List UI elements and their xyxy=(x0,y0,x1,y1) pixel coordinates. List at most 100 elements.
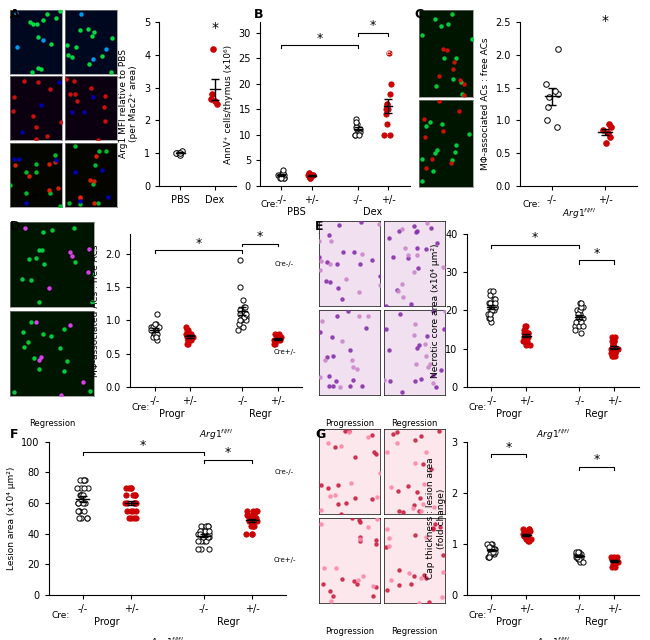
Point xyxy=(70,167,81,177)
Point xyxy=(331,563,341,573)
Point xyxy=(193,536,203,547)
Point xyxy=(72,483,82,493)
Point xyxy=(76,490,86,500)
Point xyxy=(65,319,75,330)
Point xyxy=(385,376,396,386)
Point xyxy=(438,566,448,577)
Point xyxy=(337,574,347,584)
Point xyxy=(578,557,588,567)
Point xyxy=(274,335,285,346)
Point xyxy=(59,366,70,376)
Point xyxy=(71,42,81,52)
Point xyxy=(126,483,136,493)
Point xyxy=(279,173,289,183)
Point xyxy=(275,173,285,183)
Point xyxy=(90,160,100,170)
Point xyxy=(382,585,392,595)
Point xyxy=(124,513,135,524)
Point xyxy=(428,371,439,381)
Point xyxy=(432,145,443,156)
Point xyxy=(367,430,377,440)
Point xyxy=(207,89,217,99)
Point xyxy=(350,129,361,140)
Point xyxy=(489,547,500,557)
Point xyxy=(23,337,33,347)
Point xyxy=(305,173,315,183)
Point xyxy=(5,180,16,190)
Point xyxy=(341,274,351,284)
Y-axis label: Lesion area (x10⁴ μm²): Lesion area (x10⁴ μm²) xyxy=(6,467,16,570)
Point xyxy=(434,426,445,436)
Point xyxy=(486,286,496,296)
Point xyxy=(610,554,621,564)
Point xyxy=(69,223,79,234)
Point xyxy=(26,275,36,285)
Point xyxy=(331,376,341,386)
Point xyxy=(55,201,65,211)
Point xyxy=(419,479,429,489)
Text: Progr: Progr xyxy=(94,617,120,627)
Point xyxy=(186,335,196,346)
Point xyxy=(384,541,394,552)
Point xyxy=(69,76,79,86)
Y-axis label: Arg1 MFI relative to PBS
(per Mac2⁺ area): Arg1 MFI relative to PBS (per Mac2⁺ area… xyxy=(119,49,138,159)
Point xyxy=(438,550,448,561)
Point xyxy=(484,552,495,562)
Point xyxy=(410,435,421,445)
Point xyxy=(382,119,393,129)
Point xyxy=(54,77,64,87)
Point xyxy=(418,460,428,470)
Point xyxy=(382,301,392,311)
Point xyxy=(519,336,530,346)
Point xyxy=(61,74,72,84)
Point xyxy=(204,544,214,554)
Point xyxy=(400,243,410,253)
Point xyxy=(246,529,257,539)
Point xyxy=(235,255,245,266)
Point xyxy=(33,32,44,42)
Point xyxy=(88,54,99,65)
Point xyxy=(341,498,352,508)
Point xyxy=(39,259,49,269)
Point xyxy=(607,351,618,362)
Point xyxy=(77,490,88,500)
Point xyxy=(34,245,44,255)
Point xyxy=(356,381,367,392)
Point xyxy=(83,483,94,493)
Point xyxy=(608,554,619,564)
Point xyxy=(384,48,394,58)
Point xyxy=(485,290,495,300)
Point xyxy=(484,541,494,552)
Point xyxy=(410,529,421,540)
Point xyxy=(576,328,586,339)
Point xyxy=(65,246,75,257)
Point xyxy=(388,252,398,262)
Point xyxy=(421,121,431,131)
Point xyxy=(606,552,617,562)
Point xyxy=(24,254,34,264)
Point xyxy=(184,329,194,339)
Point xyxy=(252,506,263,516)
Point xyxy=(411,227,421,237)
Point xyxy=(577,301,587,312)
Point xyxy=(411,343,422,353)
Point xyxy=(78,475,88,485)
Point xyxy=(320,355,330,365)
Point xyxy=(303,170,313,180)
Point xyxy=(382,447,392,457)
Text: Cre:: Cre: xyxy=(523,200,541,209)
Point xyxy=(605,344,616,354)
Point xyxy=(188,332,198,342)
Point xyxy=(316,480,326,490)
Point xyxy=(241,308,252,319)
Point xyxy=(185,329,196,339)
Point xyxy=(198,532,208,542)
Point xyxy=(489,549,500,559)
Point xyxy=(448,57,459,67)
Point xyxy=(607,554,618,564)
Point xyxy=(308,170,318,180)
Point xyxy=(325,277,335,287)
Point xyxy=(489,544,500,554)
Point xyxy=(89,269,99,279)
Point xyxy=(29,353,39,364)
